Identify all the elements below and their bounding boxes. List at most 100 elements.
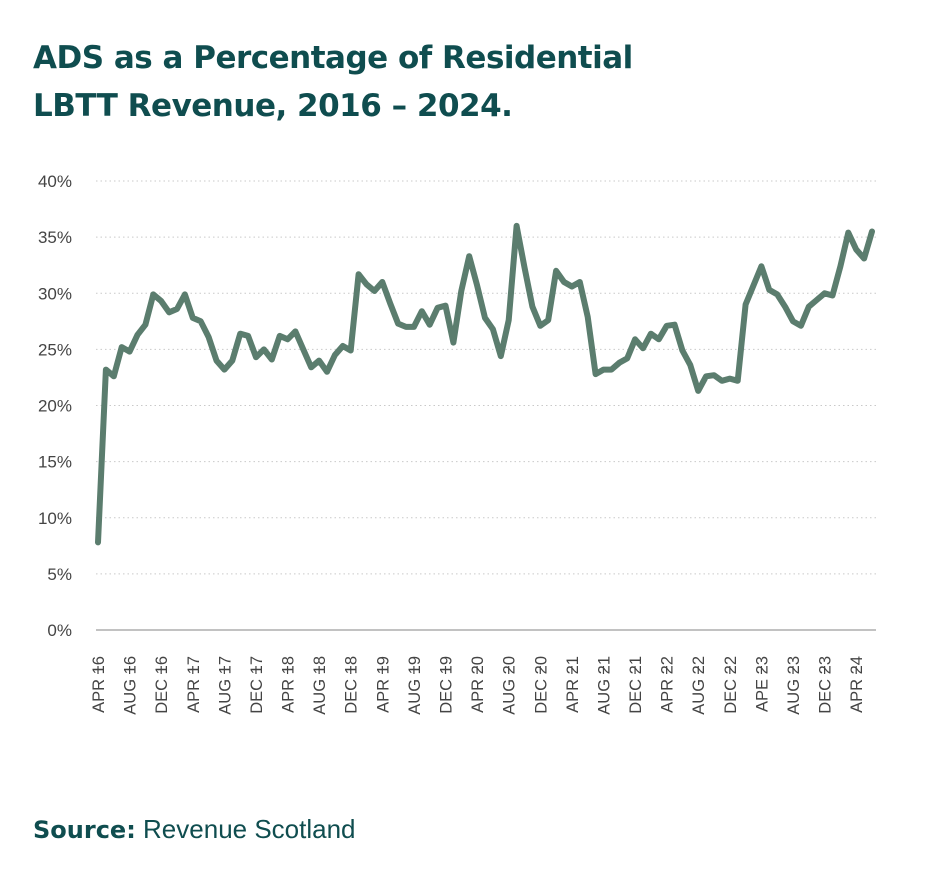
data-point [192, 317, 194, 319]
x-tick-label: DEC 19 [438, 656, 456, 714]
data-point [658, 338, 660, 340]
data-point [460, 290, 462, 292]
data-point [618, 362, 620, 364]
chart-title-line-1: ADS as a Percentage of Residential [33, 40, 633, 76]
data-point [358, 273, 360, 275]
data-point [729, 378, 731, 380]
data-point [508, 319, 510, 321]
data-point [492, 328, 494, 330]
data-point [547, 319, 549, 321]
data-point [674, 324, 676, 326]
data-point [808, 306, 810, 308]
data-point [721, 380, 723, 382]
data-point [342, 345, 344, 347]
series-layer [95, 222, 875, 546]
data-point [137, 334, 138, 336]
x-tick-label: AUG 23 [785, 656, 803, 715]
x-tick-label: APR 18 [280, 656, 298, 713]
data-point [366, 283, 367, 285]
x-tick-label: DEC 16 [153, 656, 171, 714]
y-tick-label: 5% [47, 565, 72, 584]
chart-title-line-2: LBTT Revenue, 2016 – 2024. [33, 88, 513, 124]
data-point [626, 357, 628, 359]
data-point [287, 338, 289, 340]
x-tick-label: APR 24 [848, 656, 866, 713]
x-tick-label: APE 23 [753, 656, 771, 712]
x-tick-label: APR 17 [185, 656, 203, 713]
x-tick-label: AUG 17 [216, 656, 234, 715]
data-point [610, 369, 612, 371]
data-point [784, 306, 786, 308]
data-point [279, 335, 281, 337]
gridlines [96, 180, 876, 631]
data-point [689, 364, 691, 366]
data-point [524, 266, 525, 268]
data-point [800, 325, 802, 327]
y-axis-tick-labels: 0% 5% 10% 15% 20% 25% 30% 35% 40% [38, 172, 72, 640]
data-point [200, 320, 202, 322]
data-point [184, 293, 186, 295]
data-point [666, 325, 668, 327]
data-point [863, 258, 865, 259]
data-point [832, 295, 833, 296]
data-point [373, 290, 375, 292]
data-point [437, 307, 439, 309]
data-point [555, 270, 557, 272]
data-point [642, 347, 644, 349]
y-tick-label: 40% [38, 172, 72, 191]
data-point [745, 304, 747, 305]
data-point [160, 300, 162, 302]
x-tick-label: APR 16 [90, 656, 108, 713]
x-tick-label: APR 21 [564, 656, 582, 713]
chart-title: ADS as a Percentage of Residential LBTT … [33, 34, 893, 130]
data-point [760, 265, 762, 267]
data-point [247, 335, 249, 337]
data-point [847, 232, 849, 234]
x-tick-label: DEC 18 [343, 656, 361, 714]
data-point [539, 325, 541, 327]
data-point [105, 369, 107, 371]
data-point [776, 293, 778, 295]
data-point [452, 342, 454, 344]
data-point [97, 541, 99, 543]
data-point [697, 390, 699, 392]
x-tick-label: AUG 21 [595, 656, 613, 715]
x-tick-label: APR 19 [374, 656, 392, 713]
data-point [176, 308, 178, 310]
data-point [121, 346, 123, 348]
data-point [839, 265, 841, 267]
data-point [271, 359, 273, 360]
line-chart: 0% 5% 10% 15% 20% 25% 30% 35% 40% APR 16 AUG 16 DE… [38, 172, 876, 715]
data-point [792, 320, 794, 322]
data-point [381, 281, 383, 283]
data-point [397, 323, 399, 325]
data-point [681, 350, 683, 351]
x-tick-label: APR 22 [659, 656, 677, 713]
data-point [476, 284, 478, 286]
x-tick-label: DEC 21 [627, 656, 645, 714]
data-point [824, 292, 826, 294]
x-tick-label: DEC 20 [532, 656, 550, 714]
source-text: Revenue Scotland [143, 814, 356, 844]
x-tick-label: DEC 22 [722, 656, 740, 714]
x-axis-ticks: APR 16 AUG 16 DEC 16 APR 17 AUG 17 DEC 17 APR … [90, 656, 866, 715]
data-point [516, 225, 518, 227]
data-point [484, 317, 486, 319]
data-point [168, 311, 170, 313]
data-point [255, 356, 257, 358]
y-tick-label: 30% [38, 284, 72, 303]
data-point [713, 374, 715, 376]
data-point [468, 255, 470, 257]
x-tick-label: AUG 19 [406, 656, 424, 715]
x-tick-label: AUG 20 [501, 656, 519, 715]
y-tick-label: 35% [38, 228, 72, 247]
data-point [595, 373, 597, 375]
data-point [239, 333, 241, 335]
data-point [302, 348, 304, 350]
data-point [634, 338, 636, 340]
data-point [208, 336, 210, 338]
data-point [603, 369, 604, 371]
data-point [413, 326, 415, 328]
data-point [326, 371, 328, 373]
data-point [429, 324, 431, 326]
